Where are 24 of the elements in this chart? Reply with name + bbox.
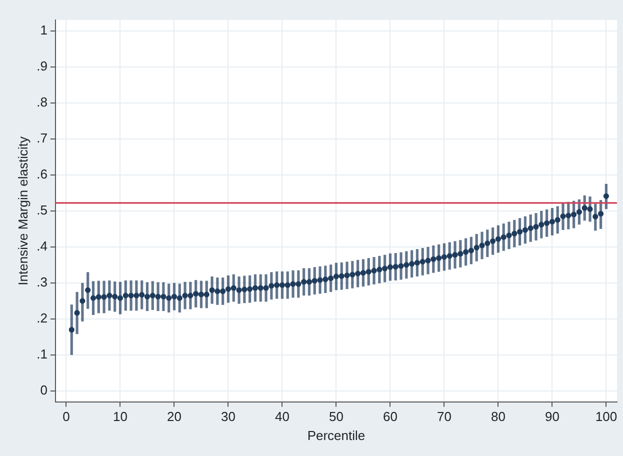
x-tick-label: 20 bbox=[167, 409, 182, 424]
y-tick-label: 1 bbox=[40, 22, 48, 38]
x-tick-label: 90 bbox=[544, 409, 560, 424]
x-axis-title: Percentile bbox=[307, 428, 366, 443]
y-tick-label: .3 bbox=[36, 274, 48, 290]
x-tick-label: 0 bbox=[62, 409, 70, 424]
y-tick-label: .4 bbox=[36, 238, 48, 254]
x-tick-label: 100 bbox=[595, 409, 618, 424]
y-tick-label: .5 bbox=[36, 202, 48, 218]
x-tick-label: 50 bbox=[328, 409, 344, 424]
y-tick-label: .9 bbox=[36, 58, 48, 74]
y-tick-label: .8 bbox=[36, 94, 48, 110]
y-axis-title: Intensive Margin elasticity bbox=[15, 136, 30, 286]
x-tick-label: 80 bbox=[490, 409, 506, 424]
y-tick-label: .1 bbox=[36, 346, 48, 362]
y-tick-label: .7 bbox=[36, 130, 48, 146]
x-tick-label: 40 bbox=[274, 409, 290, 424]
x-tick-label: 60 bbox=[382, 409, 398, 424]
x-tick-label: 10 bbox=[113, 409, 128, 424]
y-tick-label: .2 bbox=[36, 310, 48, 326]
x-tick-label: 30 bbox=[220, 409, 236, 424]
y-tick-label: 0 bbox=[40, 382, 48, 398]
x-tick-label: 70 bbox=[436, 409, 452, 424]
y-tick-label: .6 bbox=[36, 166, 48, 182]
